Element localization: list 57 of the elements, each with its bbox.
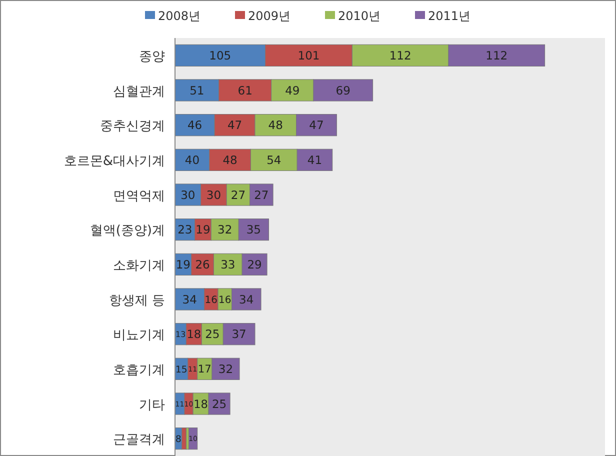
data-label: 112 (389, 48, 412, 63)
data-label: 69 (336, 83, 350, 98)
data-label: 26 (195, 258, 210, 272)
data-label: 15 (176, 364, 188, 376)
data-label: 51 (190, 83, 204, 98)
data-label: 19 (196, 222, 210, 237)
y-tick-label: 종양 (139, 49, 165, 64)
data-label: 49 (285, 83, 300, 98)
data-label: 46 (187, 118, 202, 132)
y-tick-label: 항생제 등 (108, 293, 165, 308)
data-label: 17 (198, 362, 212, 376)
y-tick-label: 호르몬&대사기계 (64, 154, 165, 169)
data-label: 101 (298, 48, 320, 63)
data-label: 33 (220, 258, 236, 272)
y-tick-label: 기타 (139, 398, 165, 413)
data-label: 8 (176, 434, 182, 445)
legend-label: 2008년 (158, 9, 201, 23)
y-tick-label: 소화기계 (113, 258, 165, 274)
data-label: 16 (218, 294, 232, 306)
y-tick-label: 혈액(종양)계 (90, 224, 165, 239)
data-label: 105 (209, 48, 232, 63)
data-label: 47 (227, 118, 242, 132)
data-label: 35 (246, 222, 262, 237)
y-tick-label: 비뇨기계 (113, 328, 165, 344)
data-label: 30 (180, 188, 196, 202)
data-label: 54 (266, 153, 282, 168)
data-label: 27 (230, 188, 246, 202)
data-label: 34 (239, 292, 254, 306)
data-label: 18 (194, 398, 208, 411)
data-label: 16 (204, 294, 218, 306)
legend-label: 2009년 (248, 9, 291, 23)
data-label: 34 (182, 292, 197, 306)
data-label: 32 (218, 362, 234, 376)
data-label: 32 (218, 222, 232, 237)
data-label: 18 (186, 328, 202, 342)
y-tick-label: 호흡기계 (113, 362, 165, 378)
y-tick-label: 심혈관계 (113, 84, 165, 100)
data-label: 27 (254, 188, 269, 202)
data-label: 23 (178, 222, 192, 237)
data-label: 48 (268, 118, 283, 132)
legend-label: 2011년 (428, 9, 471, 23)
y-tick-label: 면역억제 (113, 188, 165, 204)
data-label: 25 (212, 396, 227, 411)
y-tick-label: 근골격계 (113, 432, 165, 448)
data-label: 30 (206, 188, 222, 202)
data-label: 61 (238, 83, 252, 98)
data-label: 48 (222, 153, 238, 168)
y-tick-label: 중추신경계 (100, 119, 165, 134)
legend-label: 2010년 (338, 9, 381, 23)
data-label: 40 (184, 153, 200, 168)
data-label: 47 (309, 118, 324, 132)
data-label: 29 (247, 258, 262, 272)
data-label: 25 (205, 327, 220, 342)
data-label: 37 (232, 327, 246, 342)
data-label: 19 (176, 258, 190, 272)
data-label: 112 (486, 48, 508, 63)
data-label: 41 (307, 153, 322, 168)
